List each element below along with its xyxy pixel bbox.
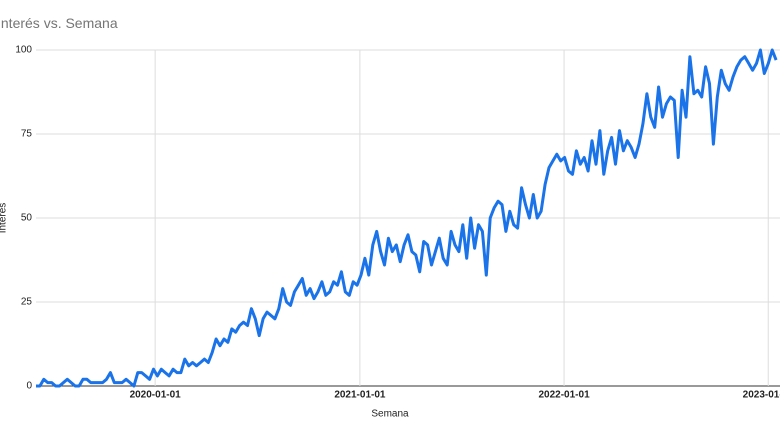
y-tick-label: 100 bbox=[15, 45, 32, 56]
y-tick-label: 75 bbox=[21, 129, 33, 140]
x-tick-label: 2020-01-01 bbox=[130, 390, 182, 401]
x-tick-label: 2023-01-01 bbox=[743, 390, 780, 401]
x-tick-label: 2022-01-01 bbox=[538, 390, 590, 401]
y-tick-label: 25 bbox=[21, 297, 33, 308]
x-axis-label: Semana bbox=[371, 409, 409, 420]
y-tick-label: 50 bbox=[21, 213, 33, 224]
data-line bbox=[36, 48, 778, 388]
chart-title: Interés vs. Semana bbox=[0, 15, 118, 31]
y-axis-label: Interés bbox=[0, 203, 9, 234]
y-tick-label: 0 bbox=[26, 381, 32, 392]
x-tick-label: 2021-01-01 bbox=[334, 390, 386, 401]
